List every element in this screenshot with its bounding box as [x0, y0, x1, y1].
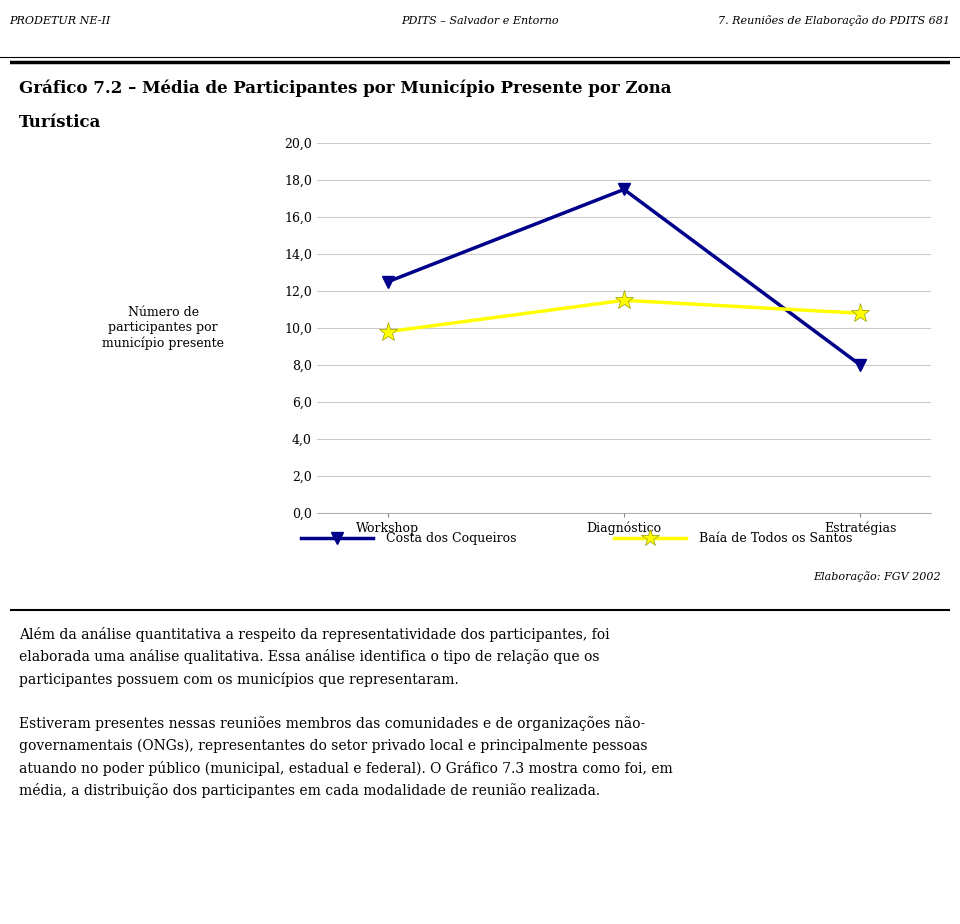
Text: 7. Reuniões de Elaboração do PDITS 681: 7. Reuniões de Elaboração do PDITS 681 — [718, 16, 950, 27]
Text: Turística: Turística — [19, 115, 102, 131]
Text: Elaboração: FGV 2002: Elaboração: FGV 2002 — [813, 571, 941, 582]
Text: Além da análise quantitativa a respeito da representatividade dos participantes,: Além da análise quantitativa a respeito … — [19, 626, 673, 798]
Text: Número de
participantes por
município presente: Número de participantes por município pr… — [102, 306, 225, 350]
Text: Gráfico 7.2 – Média de Participantes por Município Presente por Zona: Gráfico 7.2 – Média de Participantes por… — [19, 79, 671, 97]
Text: Costa dos Coqueiros: Costa dos Coqueiros — [386, 531, 516, 545]
Text: PDITS – Salvador e Entorno: PDITS – Salvador e Entorno — [401, 16, 559, 26]
Text: Baía de Todos os Santos: Baía de Todos os Santos — [699, 531, 852, 545]
Text: PRODETUR NE-II: PRODETUR NE-II — [10, 16, 110, 26]
